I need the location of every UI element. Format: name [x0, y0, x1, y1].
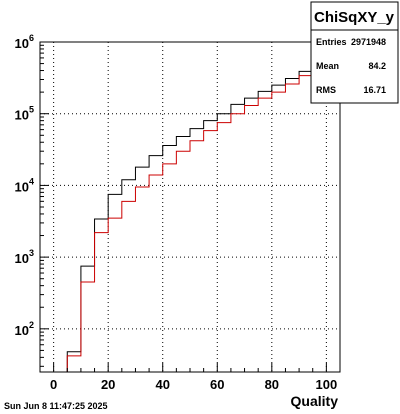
- y-tick-label: 103: [15, 248, 34, 266]
- tick-labels: 0 20 40 60 80 100 102 103 104 105 106: [15, 33, 338, 392]
- y-tick-label: 102: [15, 320, 34, 338]
- stats-box: ChiSqXY_y Entries 2971948 Mean 84.2 RMS …: [310, 1, 399, 104]
- x-tick-label: 80: [265, 377, 279, 392]
- stats-rms-label: RMS: [316, 85, 336, 95]
- stats-mean-value: 84.2: [368, 61, 386, 71]
- x-tick-label: 40: [155, 377, 169, 392]
- y-tick-label: 105: [15, 105, 34, 123]
- stats-entries-value: 2971948: [351, 37, 386, 47]
- stats-box-title: ChiSqXY_y: [314, 9, 395, 26]
- x-tick-label: 100: [316, 377, 338, 392]
- y-tick-label: 106: [15, 33, 34, 51]
- stats-rms-value: 16.71: [363, 85, 386, 95]
- histogram-series-2: [40, 56, 340, 373]
- stats-box-frame: [310, 1, 399, 104]
- y-tick-label: 104: [15, 176, 34, 194]
- timestamp: Sun Jun 8 11:47:25 2025: [4, 401, 108, 411]
- stats-entries-label: Entries: [316, 37, 347, 47]
- x-tick-label: 0: [50, 377, 57, 392]
- x-tick-label: 20: [101, 377, 115, 392]
- histogram-series-1: [40, 57, 340, 373]
- x-axis-title: Quality: [291, 393, 339, 409]
- histogram-series: [40, 56, 340, 373]
- axes: [40, 41, 341, 372]
- x-tick-label: 60: [210, 377, 224, 392]
- stats-mean-label: Mean: [316, 61, 339, 71]
